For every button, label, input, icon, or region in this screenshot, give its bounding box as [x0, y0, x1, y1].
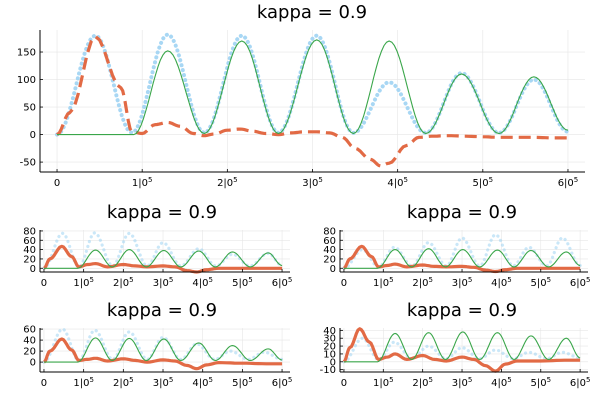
x-tick-label: 0	[54, 178, 60, 189]
series-line	[44, 249, 283, 269]
y-tick-label: 40	[23, 245, 36, 256]
x-tick-label: 6|05	[272, 276, 293, 289]
x-tick-label: 3|05	[153, 376, 174, 389]
y-tick-label: 20	[323, 254, 336, 265]
y-tick-label: 50	[23, 103, 36, 114]
series-line	[342, 244, 581, 274]
series-line	[57, 39, 569, 136]
y-tick-label: 60	[323, 236, 336, 247]
x-tick-label: 2|05	[113, 276, 134, 289]
x-tick-label: 6|05	[570, 276, 591, 289]
series-line	[43, 244, 283, 274]
x-tick-label: 1|05	[373, 276, 394, 289]
y-tick-label: 30	[323, 334, 336, 345]
x-tick-label: 2|05	[113, 376, 134, 389]
x-tick-label: 3|05	[302, 176, 323, 189]
y-tick-label: 150	[17, 48, 36, 59]
x-tick-label: 6|05	[570, 376, 591, 389]
x-tick-label: 2|05	[217, 176, 238, 189]
x-tick-label: 0	[41, 378, 47, 389]
x-tick-label: 5|05	[232, 276, 253, 289]
y-tick-label: 20	[323, 342, 336, 353]
x-tick-label: 4|05	[491, 276, 512, 289]
x-tick-label: 4|05	[192, 276, 213, 289]
y-tick-label: 60	[23, 325, 36, 336]
series-line	[44, 337, 283, 363]
y-tick-label: 0	[30, 130, 36, 141]
x-tick-label: 0	[341, 278, 347, 289]
x-tick-label: 5|05	[232, 376, 253, 389]
y-tick-label: -50	[20, 158, 36, 169]
x-tick-label: 3|05	[452, 276, 473, 289]
series-line	[42, 327, 284, 364]
x-tick-label: 5|05	[530, 276, 551, 289]
y-tick-label: 0	[330, 357, 336, 368]
x-tick-label: 0	[41, 278, 47, 289]
y-tick-label: 60	[23, 236, 36, 247]
y-tick-label: 10	[323, 349, 336, 360]
series-line	[343, 331, 581, 363]
y-tick-label: 40	[323, 245, 336, 256]
x-tick-label: 1|05	[73, 276, 94, 289]
x-tick-label: 2|05	[412, 376, 433, 389]
x-tick-label: 4|05	[387, 176, 408, 189]
panel-title: kappa = 0.9	[107, 300, 217, 321]
x-tick-label: 6|05	[558, 176, 579, 189]
x-tick-label: 5|05	[530, 376, 551, 389]
x-tick-label: 5|05	[473, 176, 494, 189]
y-tick-label: 20	[23, 347, 36, 358]
series-line	[342, 336, 582, 364]
series-line	[343, 248, 581, 269]
panel-main: kappa = 0.9 -50 0 50 100 150 0 1|05 2|05 3|05 4|0…	[17, 2, 585, 189]
x-tick-label: 1|05	[73, 376, 94, 389]
x-tick-label: 2|05	[412, 276, 433, 289]
y-tick-label: 0	[30, 264, 36, 275]
series-line	[342, 327, 581, 373]
y-tick-label: 80	[23, 226, 36, 237]
y-tick-label: 40	[23, 336, 36, 347]
x-tick-label: 3|05	[153, 276, 174, 289]
x-tick-label: 0	[341, 378, 347, 389]
panel-title: kappa = 0.9	[407, 202, 517, 223]
panel-title: kappa = 0.9	[407, 300, 517, 321]
y-tick-label: 80	[323, 226, 336, 237]
x-tick-label: 3|05	[452, 376, 473, 389]
y-tick-label: 40	[323, 326, 336, 337]
y-tick-label: 20	[23, 254, 36, 265]
x-tick-label: 1|05	[132, 176, 153, 189]
series-line	[56, 34, 568, 168]
x-tick-label: 4|05	[192, 376, 213, 389]
y-tick-label: 0	[330, 264, 336, 275]
x-tick-label: 6|05	[272, 376, 293, 389]
y-tick-label: -10	[320, 365, 336, 376]
y-tick-label: 0	[30, 358, 36, 369]
series-line	[43, 337, 283, 371]
y-tick-label: 100	[17, 75, 36, 86]
x-tick-label: 1|05	[373, 376, 394, 389]
panel-title: kappa = 0.9	[257, 2, 367, 23]
x-tick-label: 4|05	[491, 376, 512, 389]
panel-title: kappa = 0.9	[107, 202, 217, 223]
